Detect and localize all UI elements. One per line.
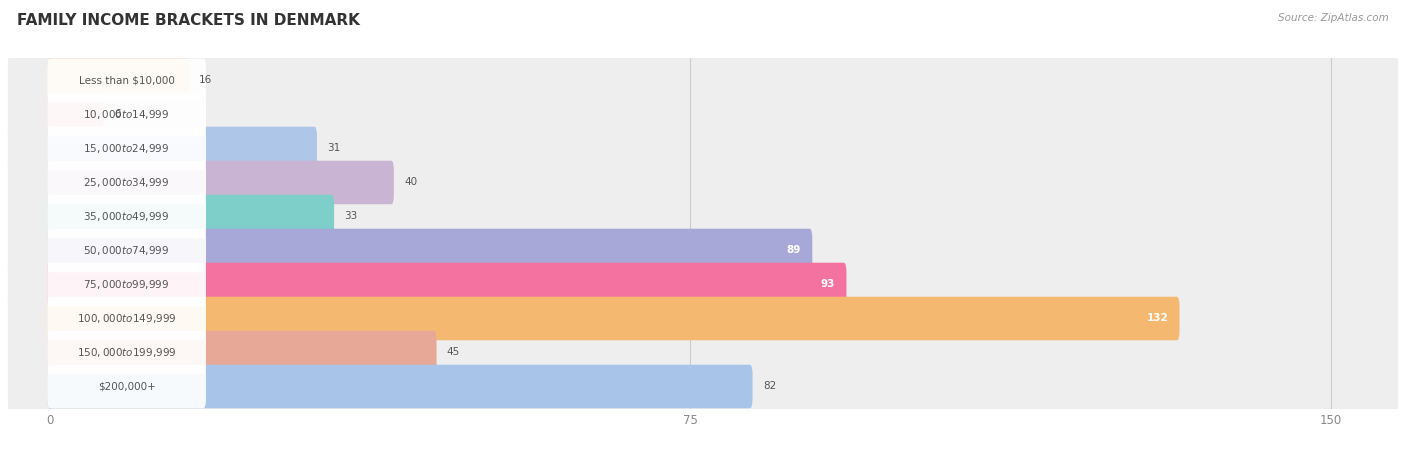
Text: $15,000 to $24,999: $15,000 to $24,999 [83, 142, 170, 155]
FancyBboxPatch shape [48, 161, 207, 204]
FancyBboxPatch shape [8, 290, 1398, 348]
Text: 33: 33 [344, 211, 357, 221]
Text: $75,000 to $99,999: $75,000 to $99,999 [83, 278, 170, 291]
FancyBboxPatch shape [48, 263, 207, 306]
Text: 45: 45 [447, 348, 460, 357]
FancyBboxPatch shape [48, 263, 846, 306]
FancyBboxPatch shape [48, 127, 207, 170]
FancyBboxPatch shape [8, 188, 1398, 246]
Text: $200,000+: $200,000+ [97, 382, 156, 392]
Text: 6: 6 [114, 110, 121, 119]
Text: Source: ZipAtlas.com: Source: ZipAtlas.com [1278, 13, 1389, 23]
FancyBboxPatch shape [8, 255, 1398, 313]
FancyBboxPatch shape [8, 52, 1398, 110]
FancyBboxPatch shape [8, 324, 1398, 381]
FancyBboxPatch shape [48, 331, 207, 374]
Text: $25,000 to $34,999: $25,000 to $34,999 [83, 176, 170, 189]
FancyBboxPatch shape [8, 357, 1398, 415]
FancyBboxPatch shape [48, 92, 207, 136]
Text: $50,000 to $74,999: $50,000 to $74,999 [83, 244, 170, 257]
Text: $10,000 to $14,999: $10,000 to $14,999 [83, 108, 170, 121]
Text: 132: 132 [1147, 313, 1168, 323]
FancyBboxPatch shape [48, 92, 104, 136]
FancyBboxPatch shape [48, 161, 394, 204]
FancyBboxPatch shape [8, 86, 1398, 143]
FancyBboxPatch shape [48, 229, 207, 272]
Text: FAMILY INCOME BRACKETS IN DENMARK: FAMILY INCOME BRACKETS IN DENMARK [17, 13, 360, 28]
FancyBboxPatch shape [48, 297, 207, 340]
Text: 40: 40 [404, 177, 418, 188]
FancyBboxPatch shape [48, 331, 437, 374]
Text: 31: 31 [328, 144, 340, 154]
Text: Less than $10,000: Less than $10,000 [79, 75, 174, 85]
Text: 16: 16 [200, 75, 212, 85]
FancyBboxPatch shape [48, 59, 188, 102]
FancyBboxPatch shape [8, 221, 1398, 279]
FancyBboxPatch shape [8, 154, 1398, 211]
FancyBboxPatch shape [48, 195, 207, 238]
FancyBboxPatch shape [48, 59, 207, 102]
Text: $35,000 to $49,999: $35,000 to $49,999 [83, 210, 170, 223]
Text: $100,000 to $149,999: $100,000 to $149,999 [77, 312, 176, 325]
FancyBboxPatch shape [8, 119, 1398, 177]
FancyBboxPatch shape [48, 127, 316, 170]
FancyBboxPatch shape [48, 297, 1180, 340]
Text: 82: 82 [763, 382, 776, 392]
Text: 89: 89 [787, 246, 801, 255]
Text: 93: 93 [821, 279, 835, 290]
FancyBboxPatch shape [48, 365, 752, 408]
FancyBboxPatch shape [48, 229, 813, 272]
FancyBboxPatch shape [48, 195, 335, 238]
FancyBboxPatch shape [48, 365, 207, 408]
Text: $150,000 to $199,999: $150,000 to $199,999 [77, 346, 176, 359]
